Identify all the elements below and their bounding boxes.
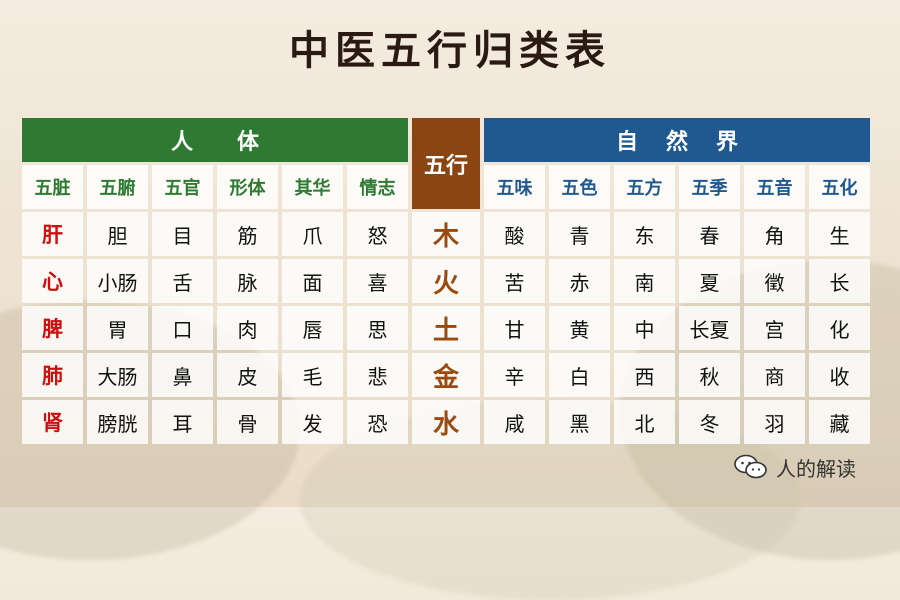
table-cell: 秋 (679, 353, 740, 397)
table-cell: 骨 (217, 400, 278, 444)
table-cell: 角 (744, 212, 805, 256)
table-cell: 苦 (484, 259, 545, 303)
element-cell: 火 (412, 259, 480, 303)
element-cell: 金 (412, 353, 480, 397)
table-cell: 脉 (217, 259, 278, 303)
table-cell: 白 (549, 353, 610, 397)
table-cell: 西 (614, 353, 675, 397)
table-cell: 青 (549, 212, 610, 256)
table-cell: 爪 (282, 212, 343, 256)
table-cell: 藏 (809, 400, 870, 444)
column-header: 五官 (152, 165, 213, 209)
page-title: 中医五行归类表 (289, 27, 611, 74)
column-header: 情志 (347, 165, 408, 209)
column-header: 五腑 (87, 165, 148, 209)
table-cell: 舌 (152, 259, 213, 303)
table-cell: 黑 (549, 400, 610, 444)
table-cell: 目 (152, 212, 213, 256)
column-header: 其华 (282, 165, 343, 209)
table-cell: 皮 (217, 353, 278, 397)
header-char: 人 (170, 130, 193, 155)
watermark: 人的解读 (734, 452, 856, 482)
column-header: 五味 (484, 165, 545, 209)
table-cell: 筋 (217, 212, 278, 256)
table-cell: 发 (282, 400, 343, 444)
column-header: 五音 (744, 165, 805, 209)
table-cell: 悲 (347, 353, 408, 397)
table-cell: 酸 (484, 212, 545, 256)
table-cell: 南 (614, 259, 675, 303)
table-cell: 唇 (282, 306, 343, 350)
table-cell: 小肠 (87, 259, 148, 303)
table-cell: 大肠 (87, 353, 148, 397)
table-cell: 生 (809, 212, 870, 256)
table-cell: 鼻 (152, 353, 213, 397)
table-cell: 思 (347, 306, 408, 350)
nature-header: 自 然 界 (484, 118, 870, 162)
organ-cell: 肺 (22, 353, 83, 397)
column-header: 五脏 (22, 165, 83, 209)
table-cell: 化 (809, 306, 870, 350)
organ-cell: 肾 (22, 400, 83, 444)
column-header: 形体 (217, 165, 278, 209)
organ-cell: 肝 (22, 212, 83, 256)
table-cell: 宫 (744, 306, 805, 350)
table-cell: 怒 (347, 212, 408, 256)
table-cell: 口 (152, 306, 213, 350)
table-cell: 甘 (484, 306, 545, 350)
human-body-header: 人 体 (22, 118, 408, 162)
table-cell: 耳 (152, 400, 213, 444)
wuxing-header: 五行 (412, 118, 480, 209)
table-cell: 羽 (744, 400, 805, 444)
table-cell: 冬 (679, 400, 740, 444)
table-cell: 毛 (282, 353, 343, 397)
table-cell: 咸 (484, 400, 545, 444)
wuxing-table: 人 体 五行 自 然 界 五脏 五腑 五官 形体 其华 情志 五味 五色 五方 五季 五音 五化肝胆目… (22, 118, 870, 444)
header-char: 然 (665, 130, 688, 155)
watermark-text: 人的解读 (776, 456, 856, 481)
table-cell: 长夏 (679, 306, 740, 350)
table-cell: 黄 (549, 306, 610, 350)
element-cell: 土 (412, 306, 480, 350)
table-cell: 喜 (347, 259, 408, 303)
table-cell: 中 (614, 306, 675, 350)
table-cell: 夏 (679, 259, 740, 303)
table-cell: 收 (809, 353, 870, 397)
column-header: 五色 (549, 165, 610, 209)
table-cell: 长 (809, 259, 870, 303)
table-cell: 东 (614, 212, 675, 256)
organ-cell: 脾 (22, 306, 83, 350)
table-cell: 肉 (217, 306, 278, 350)
table-cell: 胃 (87, 306, 148, 350)
header-char: 体 (237, 130, 260, 155)
column-header: 五化 (809, 165, 870, 209)
table-cell: 胆 (87, 212, 148, 256)
header-char: 自 (615, 130, 638, 155)
element-cell: 木 (412, 212, 480, 256)
table-cell: 徵 (744, 259, 805, 303)
table-cell: 辛 (484, 353, 545, 397)
element-cell: 水 (412, 400, 480, 444)
table-cell: 赤 (549, 259, 610, 303)
table-cell: 商 (744, 353, 805, 397)
table-cell: 面 (282, 259, 343, 303)
column-header: 五季 (679, 165, 740, 209)
header-char: 界 (716, 130, 739, 155)
table-cell: 恐 (347, 400, 408, 444)
table-cell: 膀胱 (87, 400, 148, 444)
wechat-icon (734, 454, 768, 480)
table-cell: 北 (614, 400, 675, 444)
table-cell: 春 (679, 212, 740, 256)
organ-cell: 心 (22, 259, 83, 303)
column-header: 五方 (614, 165, 675, 209)
